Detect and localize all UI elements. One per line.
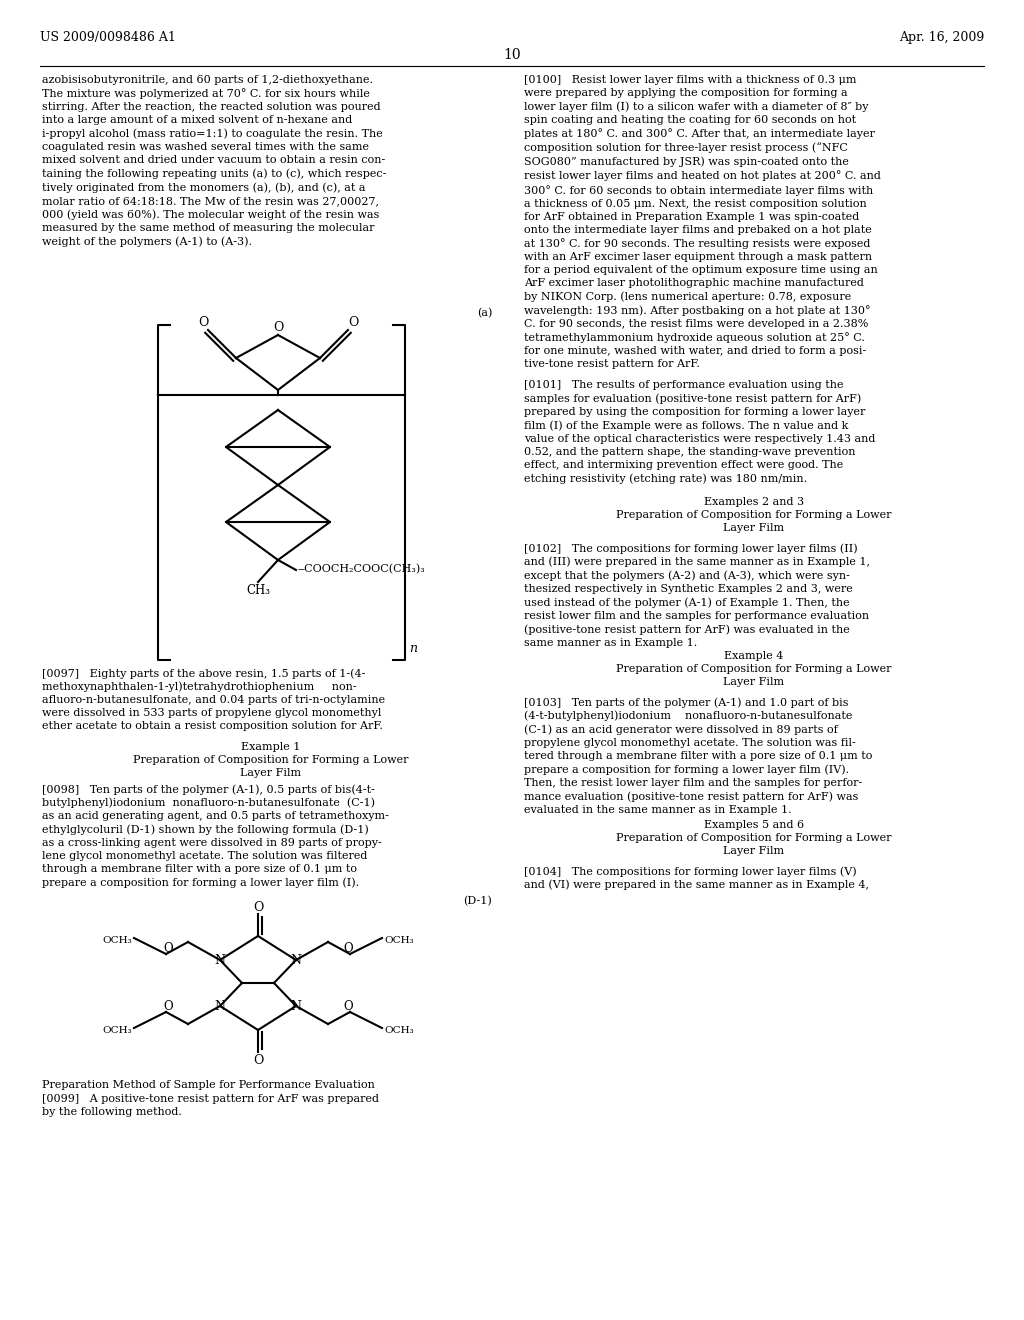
Text: O: O bbox=[163, 1001, 173, 1012]
Text: N: N bbox=[214, 954, 225, 968]
Text: Preparation of Composition for Forming a Lower
Layer Film: Preparation of Composition for Forming a… bbox=[616, 510, 892, 533]
Text: Examples 5 and 6: Examples 5 and 6 bbox=[703, 820, 804, 830]
Text: US 2009/0098486 A1: US 2009/0098486 A1 bbox=[40, 32, 176, 45]
Text: O: O bbox=[348, 315, 358, 329]
Text: 10: 10 bbox=[503, 48, 521, 62]
Text: Preparation Method of Sample for Performance Evaluation: Preparation Method of Sample for Perform… bbox=[42, 1080, 375, 1090]
Text: [0097]   Eighty parts of the above resin, 1.5 parts of 1-(4-
methoxynaphthalen-1: [0097] Eighty parts of the above resin, … bbox=[42, 668, 385, 731]
Text: Preparation of Composition for Forming a Lower
Layer Film: Preparation of Composition for Forming a… bbox=[616, 664, 892, 686]
Text: OCH₃: OCH₃ bbox=[102, 936, 132, 945]
Text: [0099]   A positive-tone resist pattern for ArF was prepared
by the following me: [0099] A positive-tone resist pattern fo… bbox=[42, 1094, 379, 1117]
Text: [0101]   The results of performance evaluation using the
samples for evaluation : [0101] The results of performance evalua… bbox=[524, 380, 876, 483]
Text: O: O bbox=[253, 902, 263, 913]
Text: O: O bbox=[343, 1001, 353, 1012]
Text: ‒COOCH₂COOC(CH₃)₃: ‒COOCH₂COOC(CH₃)₃ bbox=[298, 564, 426, 574]
Text: (a): (a) bbox=[476, 308, 492, 318]
Text: N: N bbox=[291, 954, 301, 968]
Text: OCH₃: OCH₃ bbox=[102, 1026, 132, 1035]
Text: CH₃: CH₃ bbox=[246, 583, 270, 597]
Text: (D-1): (D-1) bbox=[463, 896, 492, 907]
Text: n: n bbox=[409, 642, 417, 655]
Text: N: N bbox=[214, 1001, 225, 1012]
Text: [0098]   Ten parts of the polymer (A-1), 0.5 parts of bis(4-t-
butylphenyl)iodon: [0098] Ten parts of the polymer (A-1), 0… bbox=[42, 784, 389, 888]
Text: [0104]   The compositions for forming lower layer films (V)
and (VI) were prepar: [0104] The compositions for forming lowe… bbox=[524, 866, 869, 891]
Text: Preparation of Composition for Forming a Lower
Layer Film: Preparation of Composition for Forming a… bbox=[616, 833, 892, 857]
Text: Preparation of Composition for Forming a Lower
Layer Film: Preparation of Composition for Forming a… bbox=[133, 755, 409, 777]
Text: O: O bbox=[272, 321, 284, 334]
Text: O: O bbox=[253, 1053, 263, 1067]
Text: Examples 2 and 3: Examples 2 and 3 bbox=[703, 498, 804, 507]
Text: [0103]   Ten parts of the polymer (A-1) and 1.0 part of bis
(4-t-butylphenyl)iod: [0103] Ten parts of the polymer (A-1) an… bbox=[524, 697, 872, 814]
Text: Example 4: Example 4 bbox=[724, 651, 783, 661]
Text: azobisisobutyronitrile, and 60 parts of 1,2-diethoxyethane.
The mixture was poly: azobisisobutyronitrile, and 60 parts of … bbox=[42, 75, 386, 247]
Text: N: N bbox=[291, 1001, 301, 1012]
Text: O: O bbox=[163, 942, 173, 954]
Text: OCH₃: OCH₃ bbox=[384, 936, 414, 945]
Text: O: O bbox=[198, 315, 208, 329]
Text: OCH₃: OCH₃ bbox=[384, 1026, 414, 1035]
Text: O: O bbox=[343, 942, 353, 954]
Text: Apr. 16, 2009: Apr. 16, 2009 bbox=[899, 32, 984, 45]
Text: [0100]   Resist lower layer films with a thickness of 0.3 μm
were prepared by ap: [0100] Resist lower layer films with a t… bbox=[524, 75, 881, 370]
Text: Example 1: Example 1 bbox=[242, 742, 301, 752]
Text: [0102]   The compositions for forming lower layer films (II)
and (III) were prep: [0102] The compositions for forming lowe… bbox=[524, 543, 870, 648]
